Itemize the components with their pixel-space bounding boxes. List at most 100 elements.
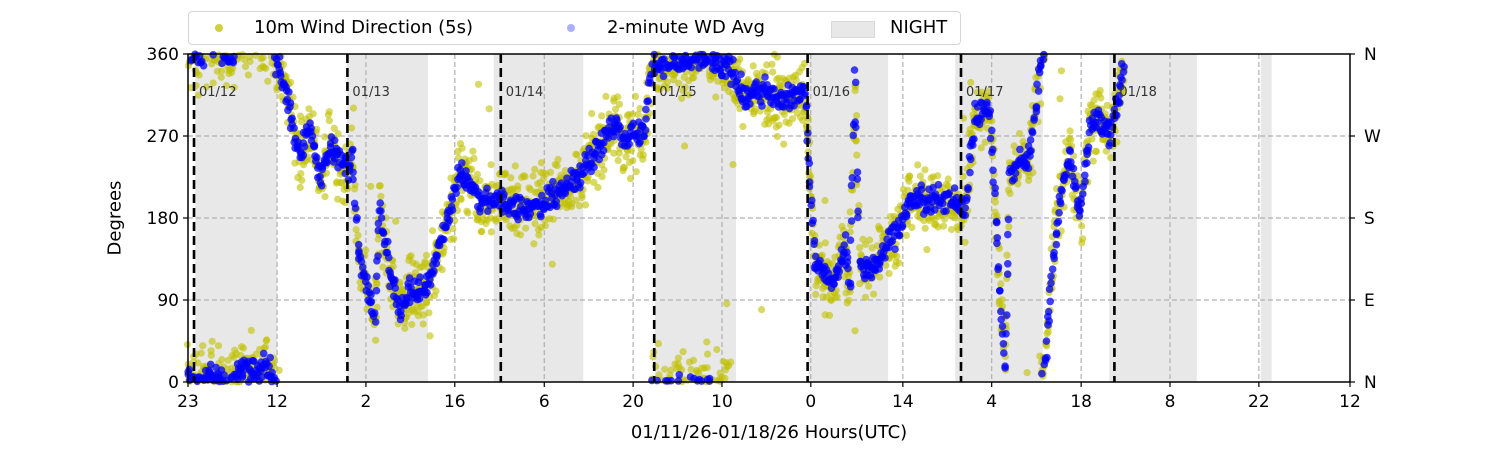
wd-avg-point — [942, 207, 950, 215]
wd-5s-point — [944, 175, 952, 183]
compass-tick-label: W — [1364, 127, 1381, 147]
wd-5s-point — [792, 76, 800, 84]
wd-5s-point — [825, 311, 834, 319]
wd-5s-point — [1088, 135, 1096, 143]
wd-5s-point — [247, 326, 255, 334]
wd-avg-point — [310, 142, 319, 151]
wd-5s-point — [379, 263, 387, 271]
wd-5s-point — [262, 64, 270, 72]
x-tick-label: 12 — [266, 392, 288, 412]
wd-avg-point — [308, 132, 317, 140]
wd-avg-point — [1024, 164, 1033, 173]
wd-5s-point — [530, 240, 538, 248]
wd-5s-point — [218, 356, 226, 364]
wd-avg-point — [373, 257, 381, 265]
wd-5s-point — [998, 296, 1006, 304]
wd-avg-point — [1106, 131, 1115, 139]
wd-5s-point — [721, 374, 729, 382]
wd-avg-point — [1058, 187, 1066, 195]
wd-5s-point — [1023, 369, 1031, 377]
wd-5s-point — [667, 366, 675, 374]
wd-avg-point — [616, 123, 624, 131]
wd-5s-point — [208, 337, 216, 345]
wd-avg-point — [458, 159, 466, 167]
y-tick-label: 360 — [147, 45, 179, 65]
wd-avg-point — [934, 180, 943, 189]
wd-5s-point — [1079, 235, 1087, 243]
wd-5s-point — [934, 172, 942, 180]
wd-avg-point — [514, 215, 522, 224]
wd-avg-point — [961, 211, 969, 220]
wd-5s-point — [531, 165, 539, 173]
wd-avg-point — [285, 88, 293, 96]
wd-5s-point — [853, 112, 861, 120]
wd-5s-point — [663, 78, 672, 86]
wd-avg-point — [988, 126, 996, 135]
wd-5s-point — [298, 176, 306, 184]
wd-5s-point — [687, 365, 695, 373]
wd-avg-point — [659, 72, 668, 81]
wd-5s-point — [348, 124, 356, 132]
wd-5s-point — [1097, 94, 1105, 102]
wd-avg-point — [1004, 260, 1012, 268]
wd-5s-point — [474, 80, 483, 88]
wd-5s-point — [631, 92, 640, 100]
wd-avg-point — [1016, 145, 1024, 154]
wd-avg-point — [377, 214, 386, 222]
wd-5s-point — [895, 259, 903, 267]
wd-avg-point — [809, 216, 817, 225]
wd-5s-point — [432, 287, 440, 295]
wd-5s-point — [230, 83, 238, 91]
wd-avg-point — [625, 140, 633, 148]
wd-avg-point — [1028, 127, 1036, 136]
wd-5s-point — [703, 338, 711, 346]
wd-5s-point — [589, 130, 598, 138]
wd-5s-point — [829, 260, 837, 268]
wd-avg-point — [1027, 147, 1035, 155]
wd-5s-point — [438, 266, 446, 274]
legend-label-5s: 10m Wind Direction (5s) — [254, 17, 474, 38]
wd-5s-point — [473, 170, 481, 179]
x-tick-label: 8 — [1165, 392, 1176, 412]
wd-5s-point — [968, 129, 976, 138]
x-tick-label: 6 — [539, 392, 550, 412]
wd-5s-point — [775, 121, 783, 129]
y-tick-label: 180 — [147, 209, 179, 229]
wd-avg-point — [1055, 208, 1063, 217]
wd-5s-point — [296, 112, 305, 120]
wd-5s-point — [373, 280, 381, 288]
wd-avg-point — [1010, 175, 1018, 183]
wd-5s-point — [993, 212, 1001, 220]
wd-avg-point — [903, 210, 911, 219]
wd-5s-point — [602, 92, 610, 100]
x-tick-label: 12 — [1339, 392, 1361, 412]
wd-5s-point — [1107, 154, 1115, 162]
wd-5s-point — [768, 60, 776, 68]
wd-avg-point — [363, 273, 371, 281]
wd-5s-point — [1102, 147, 1110, 155]
wd-5s-point — [487, 161, 495, 169]
wd-5s-point — [541, 222, 549, 230]
wd-5s-point — [893, 252, 901, 260]
wd-avg-point — [799, 83, 807, 91]
x-tick-label: 0 — [805, 392, 816, 412]
wd-5s-point — [861, 293, 870, 301]
wd-avg-point — [1030, 116, 1038, 124]
wd-5s-point — [511, 162, 519, 170]
wd-avg-point — [667, 376, 675, 385]
wd-5s-point — [419, 311, 427, 319]
wd-5s-point — [758, 306, 766, 314]
day-label: 01/16 — [813, 85, 850, 100]
x-tick-label: 18 — [1070, 392, 1092, 412]
wd-avg-point — [1034, 87, 1043, 95]
wd-avg-point — [875, 260, 884, 268]
wd-5s-point — [855, 202, 863, 210]
wd-5s-point — [590, 178, 598, 186]
wd-5s-point — [239, 344, 247, 352]
wd-avg-point — [1061, 172, 1069, 181]
wd-avg-point — [898, 221, 907, 230]
wd-avg-point — [986, 134, 995, 143]
wd-5s-point — [763, 61, 771, 69]
wd-5s-point — [244, 71, 252, 79]
wd-avg-point — [991, 189, 999, 198]
